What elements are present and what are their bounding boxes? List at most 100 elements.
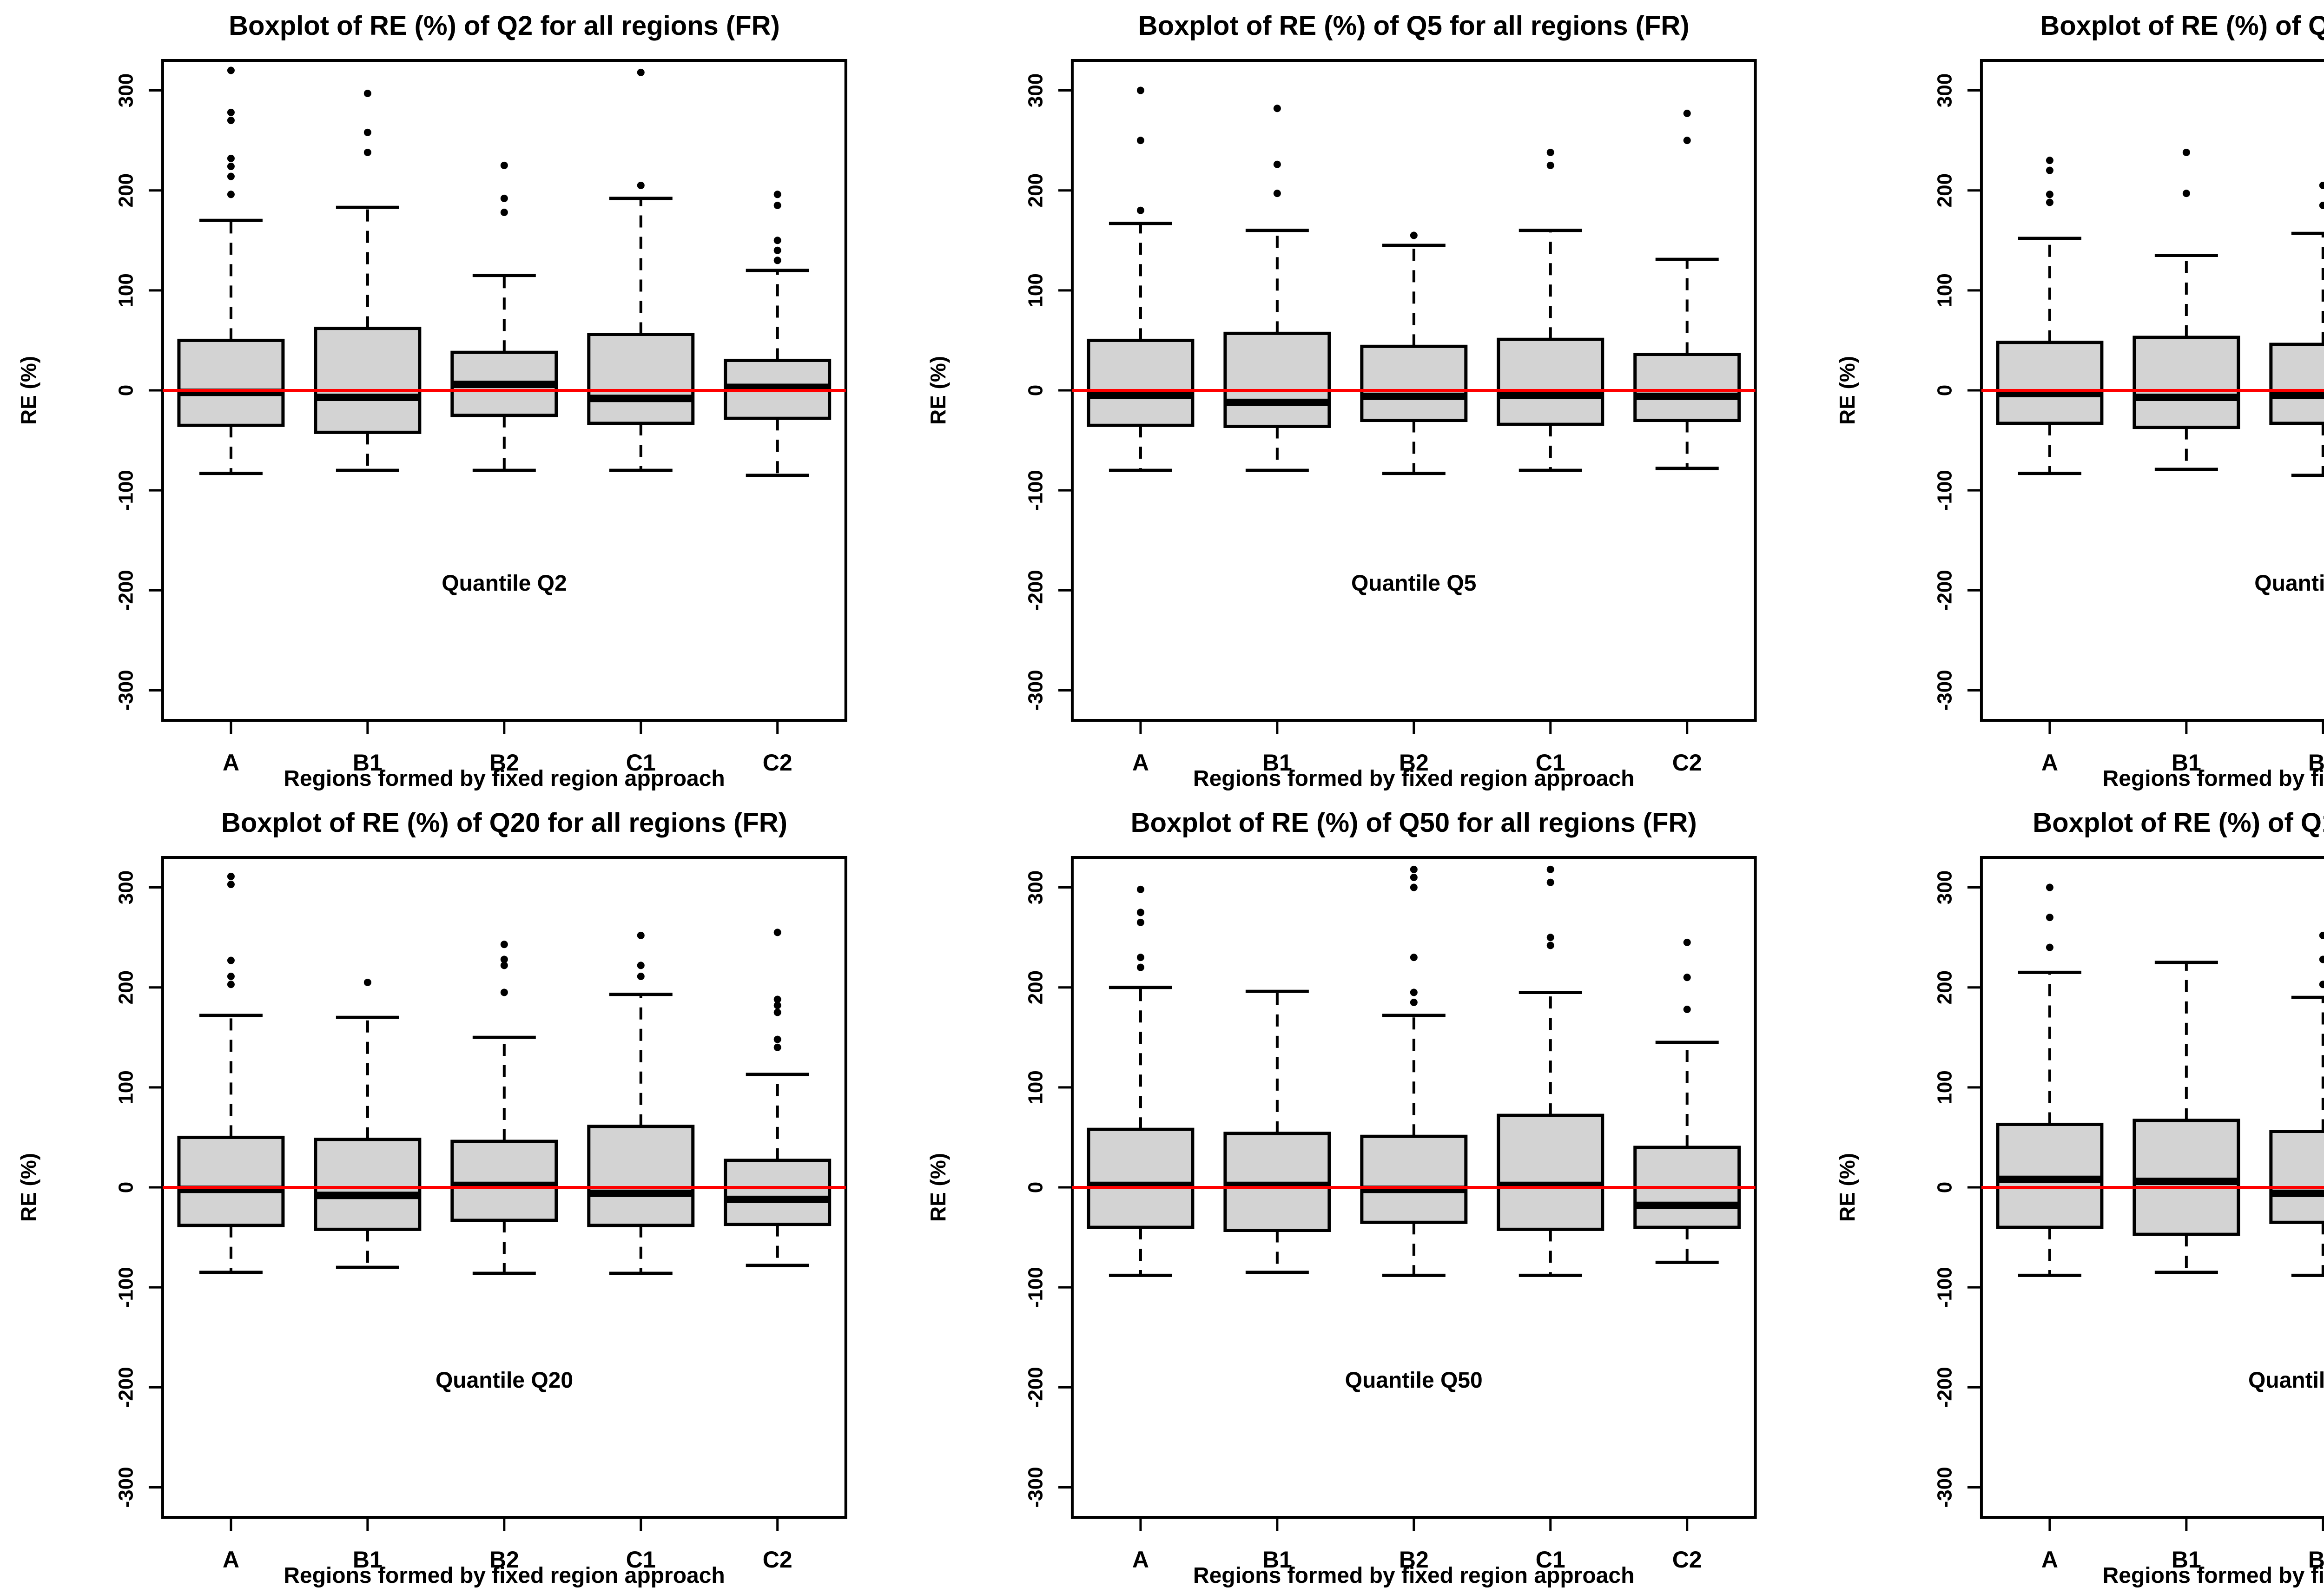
outlier-point [2046,166,2054,174]
box-A [1996,157,2104,475]
box-C2 [724,191,832,477]
iqr-box [1223,331,1331,428]
outlier-point [1546,148,1554,156]
y-tick-label: 200 [1024,970,1047,1004]
x-tick-label: B1 [1262,750,1292,776]
quantile-annotation-q20: Quantile Q20 [435,1368,574,1393]
subplot-q20: Boxplot of RE (%) of Q20 for all regions… [0,797,910,1594]
box-B2 [2269,931,2324,1277]
iqr-box [177,338,285,427]
box-A [177,872,285,1274]
outlier-point [1273,190,1281,198]
x-tick-label: C2 [763,750,792,776]
outlier-point [227,117,235,125]
outlier-point [1136,963,1144,971]
box-B2 [450,161,558,472]
x-tick-label: C2 [1672,750,1702,776]
subplot-q100: Boxplot of RE (%) of Q100 for all region… [1819,797,2324,1594]
outlier-point [1410,874,1418,882]
outlier-point [2319,931,2324,939]
outlier-point [1546,934,1554,942]
outlier-point [2046,943,2054,951]
box-A [177,66,285,475]
outlier-point [1136,206,1144,214]
subplot-title-q20: Boxplot of RE (%) of Q20 for all regions… [221,808,787,838]
quantile-annotation-q50: Quantile Q50 [1345,1368,1483,1393]
outlier-point [1136,918,1144,926]
outlier-point [227,163,235,171]
y-tick-label: 300 [1024,870,1047,904]
x-tick-label: A [1132,750,1149,776]
x-axis-label: Regions formed by fixed region approach [2102,766,2324,791]
quantile-annotation-q100: Quantile Q100 [2248,1368,2324,1393]
outlier-point [2183,190,2191,198]
outlier-point [1136,909,1144,916]
y-tick-label: 200 [114,173,137,207]
outlier-point [1273,105,1281,112]
y-tick-label: -200 [1934,570,1956,611]
y-tick-label: 200 [1934,970,1956,1004]
y-tick-label: 300 [1934,73,1956,107]
box-A [1996,883,2104,1277]
outlier-point [1410,998,1418,1006]
outlier-point [500,161,508,169]
subplot-q2: Boxplot of RE (%) of Q2 for all regions … [0,0,910,797]
subplot-title-q10: Boxplot of RE (%) of Q10 for all regions… [2040,11,2324,41]
box-B1 [314,978,422,1269]
outlier-point [1410,988,1418,996]
box-C2 [1633,110,1741,470]
outlier-point [637,931,645,939]
box-C1 [587,68,695,472]
outlier-point [2319,181,2324,189]
x-axis-label: Regions formed by fixed region approach [1193,1563,1635,1588]
outlier-point [1546,878,1554,886]
y-tick-label: -100 [1934,470,1956,511]
subplot-q50: Boxplot of RE (%) of Q50 for all regions… [910,797,1819,1594]
outlier-point [500,962,508,969]
y-tick-label: -200 [1934,1367,1956,1408]
outlier-point [773,1035,781,1043]
iqr-box [314,327,422,434]
box-B1 [1223,989,1331,1274]
y-tick-label: -100 [1024,1267,1047,1308]
subplot-title-q100: Boxplot of RE (%) of Q100 for all region… [2033,808,2324,838]
outlier-point [773,1008,781,1016]
x-tick-label: A [223,750,239,776]
iqr-box [1087,1127,1195,1229]
outlier-point [2319,201,2324,209]
subplot-title-q5: Boxplot of RE (%) of Q5 for all regions … [1138,11,1690,41]
box-B1 [2133,961,2240,1274]
y-tick-label: 0 [1934,385,1956,396]
box-C2 [1633,938,1741,1264]
y-tick-label: 300 [114,73,137,107]
outlier-point [1546,161,1554,169]
outlier-point [1136,137,1144,145]
outlier-point [227,66,235,74]
outlier-point [773,201,781,209]
iqr-box [587,1125,695,1227]
iqr-box [2133,336,2240,429]
x-axis-label: Regions formed by fixed region approach [1193,766,1635,791]
outlier-point [637,973,645,981]
box-C2 [724,929,832,1267]
iqr-box [1360,344,1467,422]
box-A [1087,86,1195,472]
y-tick-label: -100 [114,470,137,511]
iqr-box [1360,1134,1467,1224]
outlier-point [227,108,235,116]
iqr-box [450,1140,558,1222]
box-B2 [2269,181,2324,477]
y-tick-label: -100 [1024,470,1047,511]
iqr-box [724,1159,832,1226]
x-tick-label: B2 [1399,750,1429,776]
y-tick-label: 300 [1934,870,1956,904]
box-B2 [1360,231,1467,475]
boxplot-canvas-q5: 300 200 100 0 -100 -200 -300 A B1 B2 C1 C2 [1024,59,1757,776]
box-B1 [2133,148,2240,471]
x-tick-label: A [1132,1547,1149,1573]
outlier-point [1683,137,1691,145]
y-tick-label: 0 [114,1182,137,1193]
outlier-point [500,209,508,217]
y-tick-label: 100 [1934,1070,1956,1104]
